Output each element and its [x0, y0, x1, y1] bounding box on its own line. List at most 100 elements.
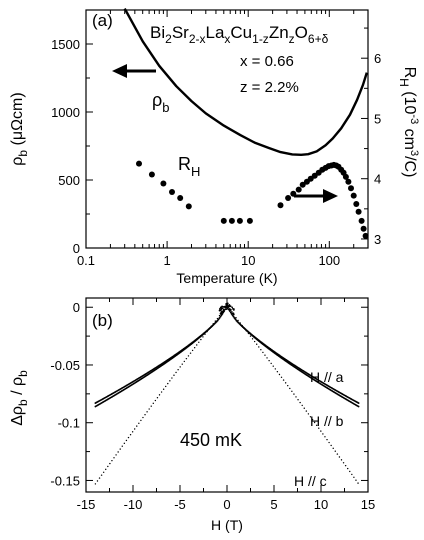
mr-point — [318, 427, 320, 429]
x-tick-label: -15 — [77, 497, 96, 512]
x-tick-label: -5 — [174, 497, 186, 512]
mr-point — [152, 402, 154, 405]
panel-a-x-ticks: 0.1 1 10 100 — [77, 10, 355, 268]
mr-point — [189, 352, 192, 354]
mr-point — [287, 384, 289, 387]
mr-point — [320, 430, 322, 432]
rh-point — [362, 232, 369, 239]
mr-series — [94, 304, 360, 408]
mr-point — [293, 393, 295, 395]
y-tick-label: -0.05 — [50, 358, 80, 373]
formula-part: Zn — [269, 23, 289, 42]
mr-point — [94, 483, 97, 485]
rh-point — [236, 217, 243, 224]
mr-point — [313, 421, 316, 424]
mr-point — [218, 309, 221, 312]
formula-part: 2-x — [189, 32, 206, 46]
mr-point — [220, 314, 223, 317]
rh-point — [353, 201, 360, 207]
formula-part: Sr — [172, 23, 189, 42]
mr-point — [229, 305, 232, 308]
mr-point — [208, 328, 210, 330]
mr-point — [235, 317, 237, 319]
mr-point — [105, 468, 107, 471]
mr-point — [140, 419, 142, 422]
mr-point — [218, 317, 221, 319]
mr-point — [162, 388, 165, 390]
mr-point — [311, 418, 314, 421]
mr-point — [233, 317, 236, 319]
mr-point — [289, 387, 291, 390]
mr-point — [117, 451, 119, 453]
mr-point — [347, 467, 349, 470]
rh-label: RH — [178, 154, 200, 179]
mr-point — [131, 431, 134, 433]
mr-point — [177, 368, 179, 371]
mr-point — [260, 348, 262, 351]
rh-point — [220, 217, 227, 224]
rh-point — [348, 185, 354, 192]
mr-point — [291, 390, 293, 392]
mr-point — [338, 456, 341, 458]
panel-a-right-y-ticks: 3 4 5 6 — [361, 27, 381, 247]
mr-point — [129, 434, 132, 436]
formula-part: 1-z — [252, 32, 269, 46]
mr-point — [183, 360, 186, 363]
formula-part: 2 — [165, 32, 172, 46]
rho-b-curve — [123, 8, 368, 156]
mr-point — [247, 332, 250, 335]
mr-point — [144, 414, 146, 416]
rh-point — [345, 178, 352, 185]
x-tick-label: 10 — [314, 497, 328, 512]
mr-point — [142, 416, 144, 419]
mr-point — [295, 396, 297, 398]
mr-point — [218, 314, 221, 317]
mr-point — [193, 347, 196, 349]
mr-point — [231, 306, 234, 309]
rh-point — [246, 217, 253, 224]
mr-point — [272, 365, 274, 367]
y-right-tick-label: 3 — [374, 232, 381, 247]
mr-point — [179, 366, 181, 368]
mr-point — [225, 305, 228, 308]
mr-point — [299, 401, 301, 404]
rh-point — [148, 171, 155, 178]
mr-point — [326, 438, 328, 441]
mr-point — [324, 436, 326, 438]
mr-point — [216, 319, 219, 322]
panel-a-left-y-ticks: 0 500 1000 1500 — [51, 37, 93, 256]
rh-point — [360, 225, 367, 232]
rh-point — [285, 195, 292, 201]
mr-point — [226, 307, 229, 310]
mr-point — [301, 404, 303, 407]
mr-point — [232, 307, 234, 310]
mr-point — [237, 319, 239, 322]
mr-point — [264, 354, 266, 356]
mr-point — [218, 308, 221, 310]
annotation-450mk: 450 mK — [180, 430, 242, 450]
mr-point — [136, 425, 138, 427]
x-tick-label: 0.1 — [77, 253, 95, 268]
mr-point — [274, 368, 277, 370]
mr-point — [169, 380, 171, 382]
mr-point — [171, 377, 173, 379]
y-tick-label: 0 — [73, 300, 80, 315]
panel-a-right-y-axis-title: RH (10-3 cm3/C) — [397, 67, 420, 178]
mr-point — [351, 473, 353, 476]
mr-point — [202, 336, 204, 338]
mr-point — [328, 441, 330, 444]
mr-point — [334, 450, 336, 452]
mr-point — [278, 373, 281, 376]
mr-point — [220, 311, 223, 314]
mr-point — [245, 330, 248, 332]
mr-point — [196, 344, 198, 346]
mr-point — [102, 471, 105, 473]
y-left-tick-label: 1000 — [51, 105, 80, 120]
x-tick-label: 15 — [361, 497, 375, 512]
mr-point — [165, 385, 167, 388]
mr-point — [225, 302, 228, 305]
mr-point — [123, 442, 126, 445]
mr-point — [355, 479, 357, 481]
rh-point — [136, 160, 142, 167]
mr-point — [198, 341, 200, 343]
